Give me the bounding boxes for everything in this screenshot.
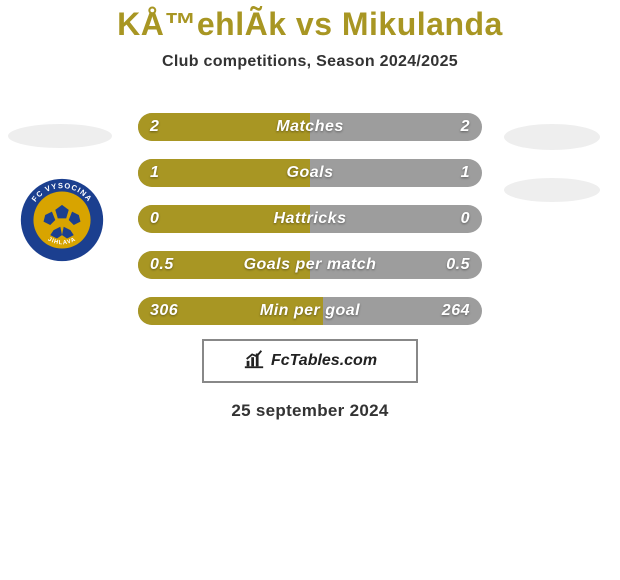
chart-icon	[243, 348, 265, 375]
stat-label: Goals per match	[138, 251, 482, 279]
comparison-table: 22Matches 11Goals 00Hattricks 0.50.5Goals p…	[138, 113, 482, 325]
page-subtitle: Club competitions, Season 2024/2025	[0, 53, 620, 71]
attribution-text: FcTables.com	[271, 352, 377, 370]
stat-row: 0.50.5Goals per match	[138, 251, 482, 279]
left-silhouette-oval	[8, 124, 112, 148]
stat-label: Matches	[138, 113, 482, 141]
attribution-box: FcTables.com	[202, 339, 418, 383]
date-text: 25 september 2024	[0, 401, 620, 421]
stat-row: 11Goals	[138, 159, 482, 187]
stat-label: Min per goal	[138, 297, 482, 325]
stat-row: 00Hattricks	[138, 205, 482, 233]
stat-label: Goals	[138, 159, 482, 187]
page-title: KÅ™ehlÃ­k vs Mikulanda	[0, 0, 620, 43]
stat-row: 22Matches	[138, 113, 482, 141]
right-silhouette-oval	[504, 124, 600, 150]
right-silhouette-oval	[504, 178, 600, 202]
club-badge-left: FC VYSOCINA JIHLAVA	[20, 178, 104, 262]
stat-label: Hattricks	[138, 205, 482, 233]
stat-row: 306264Min per goal	[138, 297, 482, 325]
